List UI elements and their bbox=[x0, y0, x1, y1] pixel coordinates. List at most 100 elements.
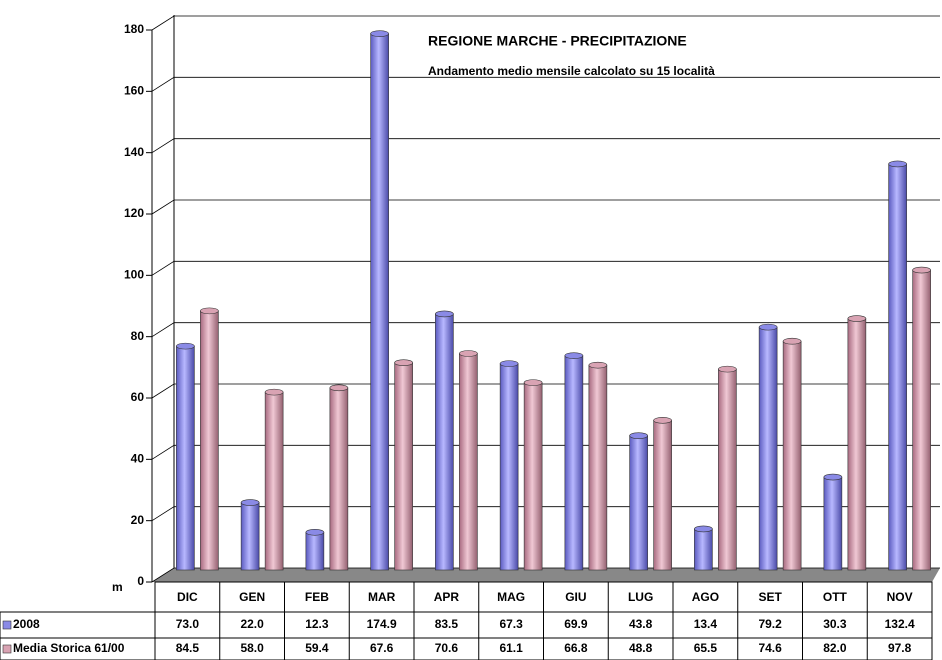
bar-top bbox=[718, 365, 737, 373]
x-tick-label: NOV bbox=[887, 590, 913, 604]
legend-swatch bbox=[2, 644, 12, 654]
bar bbox=[629, 435, 648, 571]
bar-top bbox=[499, 360, 519, 367]
chart-title: REGIONE MARCHE - PRECIPITAZIONE bbox=[428, 33, 687, 49]
bar bbox=[653, 420, 672, 571]
x-tick-label: OTT bbox=[823, 590, 848, 604]
x-tick-label: DIC bbox=[177, 590, 198, 604]
bar-top bbox=[176, 342, 195, 350]
y-tick-label: 80 bbox=[131, 329, 145, 343]
table-value: 79.2 bbox=[758, 617, 782, 631]
bar-top bbox=[782, 337, 802, 345]
y-tick-label: 160 bbox=[124, 84, 144, 98]
bar bbox=[694, 528, 713, 571]
x-tick-label: APR bbox=[434, 590, 460, 604]
table-value: 30.3 bbox=[823, 617, 847, 631]
table-frame bbox=[0, 611, 933, 660]
table-value: 58.0 bbox=[240, 641, 264, 655]
bar bbox=[782, 340, 802, 571]
table-value: 84.5 bbox=[176, 641, 200, 655]
table-value: 132.4 bbox=[885, 617, 915, 631]
y-tick-label: 0 bbox=[137, 574, 144, 588]
table-value: 48.8 bbox=[629, 641, 653, 655]
grid-line bbox=[151, 15, 940, 31]
bar-top bbox=[888, 160, 907, 168]
legend-label: 2008 bbox=[13, 617, 40, 631]
table-value: 65.5 bbox=[694, 641, 718, 655]
x-tick-label: FEB bbox=[305, 590, 329, 604]
bar-top bbox=[564, 352, 584, 359]
y-tick-label: 20 bbox=[131, 513, 145, 527]
bar-top bbox=[200, 307, 219, 315]
x-tick-label: GEN bbox=[239, 590, 265, 604]
bar bbox=[459, 353, 478, 571]
bar bbox=[718, 368, 737, 571]
bar-top bbox=[459, 350, 478, 357]
bar-top bbox=[370, 30, 389, 37]
bar bbox=[435, 313, 454, 571]
bar bbox=[329, 387, 349, 571]
table-value: 70.6 bbox=[435, 641, 459, 655]
bar-top bbox=[629, 432, 648, 439]
x-tick-label: MAG bbox=[497, 590, 525, 604]
x-tick-label: MAR bbox=[368, 590, 396, 604]
table-value: 59.4 bbox=[305, 641, 329, 655]
bar-top bbox=[264, 388, 284, 396]
bar-top bbox=[588, 361, 608, 369]
table-value: 61.1 bbox=[499, 641, 523, 655]
bar bbox=[823, 476, 843, 571]
bar-top bbox=[847, 315, 867, 322]
table-value: 82.0 bbox=[823, 641, 847, 655]
table-value: 43.8 bbox=[629, 617, 653, 631]
bar bbox=[176, 345, 195, 571]
y-tick-label: 100 bbox=[124, 268, 144, 282]
chart-subtitle: Andamento medio mensile calcolato su 15 … bbox=[428, 64, 715, 78]
y-tick-label: 140 bbox=[124, 145, 144, 159]
table-value: 66.8 bbox=[564, 641, 588, 655]
grid-line bbox=[151, 199, 940, 215]
bar bbox=[588, 364, 608, 571]
grid-line bbox=[151, 567, 940, 583]
y-tick-label: 120 bbox=[124, 206, 144, 220]
table-value: 83.5 bbox=[435, 617, 459, 631]
grid-line bbox=[151, 506, 940, 522]
x-tick-label: LUG bbox=[628, 590, 653, 604]
grid-line bbox=[151, 444, 940, 460]
bar bbox=[499, 363, 519, 571]
y-tick-label: 180 bbox=[124, 22, 144, 36]
table-value: 174.9 bbox=[367, 617, 397, 631]
bar-top bbox=[758, 323, 778, 331]
bar-top bbox=[394, 359, 413, 366]
bar bbox=[847, 318, 867, 571]
bar-top bbox=[823, 473, 843, 481]
bar bbox=[523, 382, 543, 571]
x-tick-label: SET bbox=[758, 590, 782, 604]
bar-top bbox=[523, 379, 543, 386]
bar bbox=[912, 269, 931, 571]
legend-swatch bbox=[2, 620, 12, 630]
table-value: 22.0 bbox=[240, 617, 264, 631]
grid-line bbox=[151, 138, 940, 154]
bar bbox=[370, 33, 389, 571]
bar-top bbox=[305, 528, 325, 536]
bar bbox=[564, 355, 584, 571]
grid-line bbox=[151, 322, 940, 338]
grid-line bbox=[151, 260, 940, 276]
legend-label: Media Storica 61/00 bbox=[13, 641, 125, 655]
bar bbox=[394, 362, 413, 571]
bar-top bbox=[653, 417, 672, 424]
bar bbox=[305, 531, 325, 571]
table-value: 69.9 bbox=[564, 617, 588, 631]
y-tick-label: 60 bbox=[131, 390, 145, 404]
bar-top bbox=[694, 525, 713, 533]
table-value: 67.3 bbox=[499, 617, 523, 631]
x-tick-label: AGO bbox=[692, 590, 719, 604]
floor bbox=[152, 568, 940, 582]
table-value: 67.6 bbox=[370, 641, 394, 655]
grid-line bbox=[151, 76, 940, 92]
bar bbox=[240, 502, 260, 571]
table-value: 74.6 bbox=[758, 641, 782, 655]
y-tick-label: 40 bbox=[131, 452, 145, 466]
bar-top bbox=[435, 310, 454, 318]
bar bbox=[888, 163, 907, 571]
